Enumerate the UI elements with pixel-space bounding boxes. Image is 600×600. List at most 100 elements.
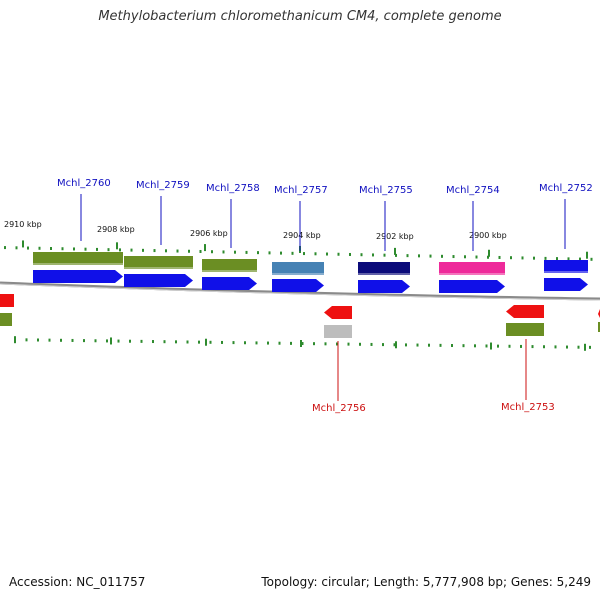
genome-summary-text: Topology: circular; Length: 5,777,908 bp… bbox=[261, 575, 591, 589]
inner-tick-dot bbox=[25, 338, 28, 342]
inner-major-tick bbox=[584, 343, 586, 351]
inner-major-tick bbox=[300, 340, 302, 347]
tick-dot bbox=[188, 249, 190, 253]
tick-dot bbox=[429, 254, 432, 258]
inner-tick-dot bbox=[106, 339, 108, 343]
tick-label: 2900 kbp bbox=[469, 231, 507, 240]
inner-tick-dot bbox=[497, 344, 499, 348]
accession-text: Accession: NC_011757 bbox=[9, 575, 146, 589]
inner-tick-dot bbox=[175, 340, 177, 344]
gene-label: Mchl_2757 bbox=[274, 185, 328, 196]
gene-bar bbox=[124, 256, 193, 269]
inner-tick-dot bbox=[531, 345, 534, 349]
tick-dot bbox=[291, 251, 294, 255]
inner-tick-dot bbox=[451, 344, 453, 348]
gene-label: Mchl_2753 bbox=[501, 402, 555, 413]
inner-tick-dot bbox=[186, 340, 189, 344]
gene-bar-edge bbox=[0, 313, 12, 326]
inner-tick-dot bbox=[278, 341, 281, 345]
inner-tick-dot bbox=[589, 345, 591, 349]
inner-major-tick bbox=[110, 337, 112, 345]
cds-reverse-arrow bbox=[506, 305, 544, 318]
tick-dot bbox=[61, 247, 64, 251]
tick-dot bbox=[383, 253, 386, 257]
gene-label: Mchl_2756 bbox=[312, 403, 366, 414]
gene-bar bbox=[33, 252, 123, 265]
genome-backbone-highlight bbox=[0, 283, 600, 301]
tick-dot bbox=[441, 254, 443, 258]
tick-dot bbox=[50, 247, 52, 250]
inner-tick-dot bbox=[313, 342, 315, 346]
cds-forward-arrow bbox=[33, 270, 123, 283]
inner-major-tick bbox=[14, 336, 16, 344]
gene-bar bbox=[272, 262, 324, 275]
tick-dot bbox=[567, 257, 570, 261]
inner-tick-dot bbox=[359, 342, 361, 346]
tick-dot bbox=[107, 248, 110, 252]
inner-tick-dot bbox=[520, 344, 522, 348]
tick-dot bbox=[498, 255, 501, 259]
inner-tick-dot bbox=[163, 340, 166, 344]
major-tick bbox=[116, 242, 118, 250]
inner-tick-dot bbox=[543, 345, 545, 349]
gene-bar bbox=[324, 325, 352, 338]
tick-label: 2910 kbp bbox=[4, 220, 42, 229]
tick-dot bbox=[349, 252, 351, 256]
inner-major-tick bbox=[395, 341, 397, 349]
gene-bar bbox=[439, 262, 505, 275]
inner-tick-dot bbox=[508, 344, 511, 348]
tick-dot bbox=[510, 256, 512, 260]
inner-tick-dot bbox=[393, 343, 396, 347]
gene-bar-edge-right bbox=[598, 322, 600, 332]
inner-tick-dot bbox=[462, 344, 465, 348]
major-tick bbox=[204, 244, 206, 252]
cds-forward-arrow bbox=[124, 274, 193, 287]
major-tick bbox=[22, 240, 24, 248]
gene-bar bbox=[506, 323, 544, 336]
cds-reverse-arrow-edge bbox=[0, 294, 14, 307]
inner-tick-dot bbox=[255, 341, 258, 345]
tick-dot bbox=[119, 248, 121, 252]
tick-dot bbox=[199, 249, 202, 253]
tick-dot bbox=[556, 257, 558, 261]
inner-tick-dot bbox=[554, 345, 557, 349]
cds-forward-arrow bbox=[439, 280, 505, 293]
gene-bar bbox=[358, 262, 410, 275]
gene-bar-shade bbox=[124, 267, 193, 269]
inner-tick-dot bbox=[117, 339, 120, 343]
tick-label: 2906 kbp bbox=[190, 229, 228, 238]
tick-dot bbox=[257, 251, 259, 255]
gene-bar-shade bbox=[358, 273, 410, 275]
inner-tick-dot bbox=[232, 341, 235, 345]
tick-dot bbox=[73, 247, 75, 251]
inner-major-tick bbox=[205, 338, 207, 346]
tick-dot bbox=[245, 250, 248, 254]
cds-forward-arrow bbox=[544, 278, 588, 291]
inner-tick-dot bbox=[577, 345, 580, 349]
map-title: Methylobacterium chloromethanicum CM4, c… bbox=[98, 9, 502, 24]
inner-tick-dot bbox=[428, 343, 430, 347]
tick-dot bbox=[176, 249, 179, 253]
cds-forward-arrow bbox=[272, 279, 324, 292]
tick-dot bbox=[337, 252, 340, 256]
tick-dot bbox=[211, 250, 213, 254]
tick-dot bbox=[268, 251, 271, 255]
tick-dot bbox=[142, 248, 144, 252]
inner-tick-dot bbox=[129, 339, 131, 343]
gene-bar bbox=[202, 259, 257, 272]
inner-tick-dot bbox=[83, 339, 85, 343]
tick-dot bbox=[487, 255, 489, 259]
tick-dot bbox=[360, 253, 363, 257]
tick-dot bbox=[314, 252, 317, 256]
tick-dot bbox=[544, 256, 547, 260]
inner-tick-dot bbox=[566, 345, 568, 349]
gene-bar-shade bbox=[544, 271, 588, 273]
tick-dot bbox=[395, 253, 397, 257]
inner-tick-dot bbox=[71, 338, 74, 342]
inner-tick-dot bbox=[209, 340, 212, 344]
tick-dot bbox=[475, 255, 478, 259]
cds-forward-arrow bbox=[202, 277, 257, 290]
gene-bar-shade bbox=[439, 273, 505, 275]
inner-tick-dot bbox=[301, 342, 304, 346]
inner-tick-dot bbox=[382, 343, 384, 347]
